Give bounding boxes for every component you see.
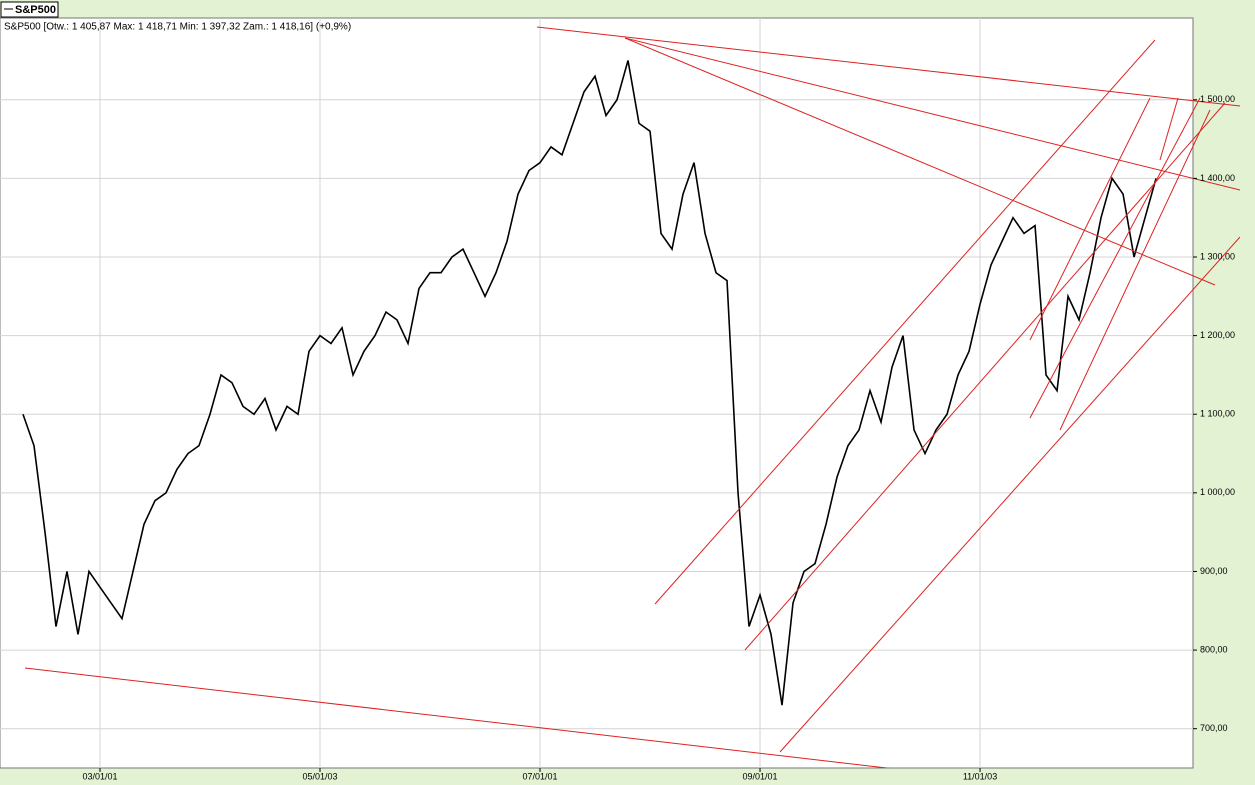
x-tick-label: 09/01/01	[742, 771, 777, 781]
y-tick-label: 800,00	[1200, 644, 1228, 654]
series	[22, 60, 1157, 706]
trend-line	[779, 236, 1240, 753]
trend-line	[1029, 97, 1201, 419]
trend-line	[1029, 97, 1151, 341]
trend-line	[744, 102, 1226, 651]
y-tick-label: 1 100,00	[1200, 409, 1235, 419]
y-tick-label: 1 000,00	[1200, 487, 1235, 497]
legend-label: S&P500	[15, 4, 56, 16]
x-tick-label: 11/01/03	[963, 771, 997, 781]
x-tick-label: 03/01/01	[82, 771, 117, 781]
grid	[0, 18, 1193, 768]
plot-area	[0, 17, 1194, 769]
trend-line	[1159, 97, 1179, 161]
trend-line	[624, 37, 1216, 286]
x-tick-label: 05/01/03	[302, 771, 337, 781]
y-tick-label: 1 200,00	[1200, 330, 1235, 340]
trend-line	[654, 39, 1156, 605]
y-tick-label: 1 500,00	[1200, 94, 1235, 104]
trend-line	[24, 667, 891, 768]
y-tick-label: 1 400,00	[1200, 173, 1235, 183]
y-tick-label: 1 300,00	[1200, 251, 1235, 261]
subtitle: S&P500 [Otw.: 1 405,87 Max: 1 418,71 Min…	[4, 22, 351, 33]
price-line	[22, 60, 1157, 706]
trend-line	[1059, 109, 1211, 431]
x-tick-label: 07/01/01	[522, 771, 557, 781]
y-tick-label: 700,00	[1200, 723, 1228, 733]
y-tick-label: 900,00	[1200, 566, 1228, 576]
trend-line	[624, 37, 1240, 191]
trend-lines	[24, 26, 1240, 768]
legend-box	[0, 1, 59, 18]
trend-line	[536, 26, 1240, 107]
